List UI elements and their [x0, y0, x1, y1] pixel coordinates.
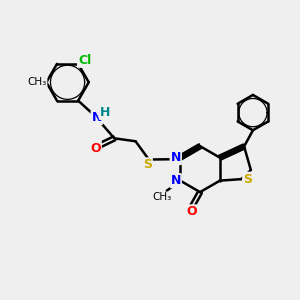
Text: S: S [243, 173, 252, 186]
Text: O: O [90, 142, 101, 154]
Text: N: N [92, 111, 102, 124]
Text: Cl: Cl [78, 54, 91, 67]
Text: H: H [100, 106, 110, 119]
Text: N: N [171, 174, 181, 187]
Text: N: N [171, 151, 181, 164]
Text: CH₃: CH₃ [152, 192, 171, 203]
Text: O: O [186, 205, 196, 218]
Text: S: S [143, 158, 152, 171]
Text: CH₃: CH₃ [27, 77, 46, 87]
